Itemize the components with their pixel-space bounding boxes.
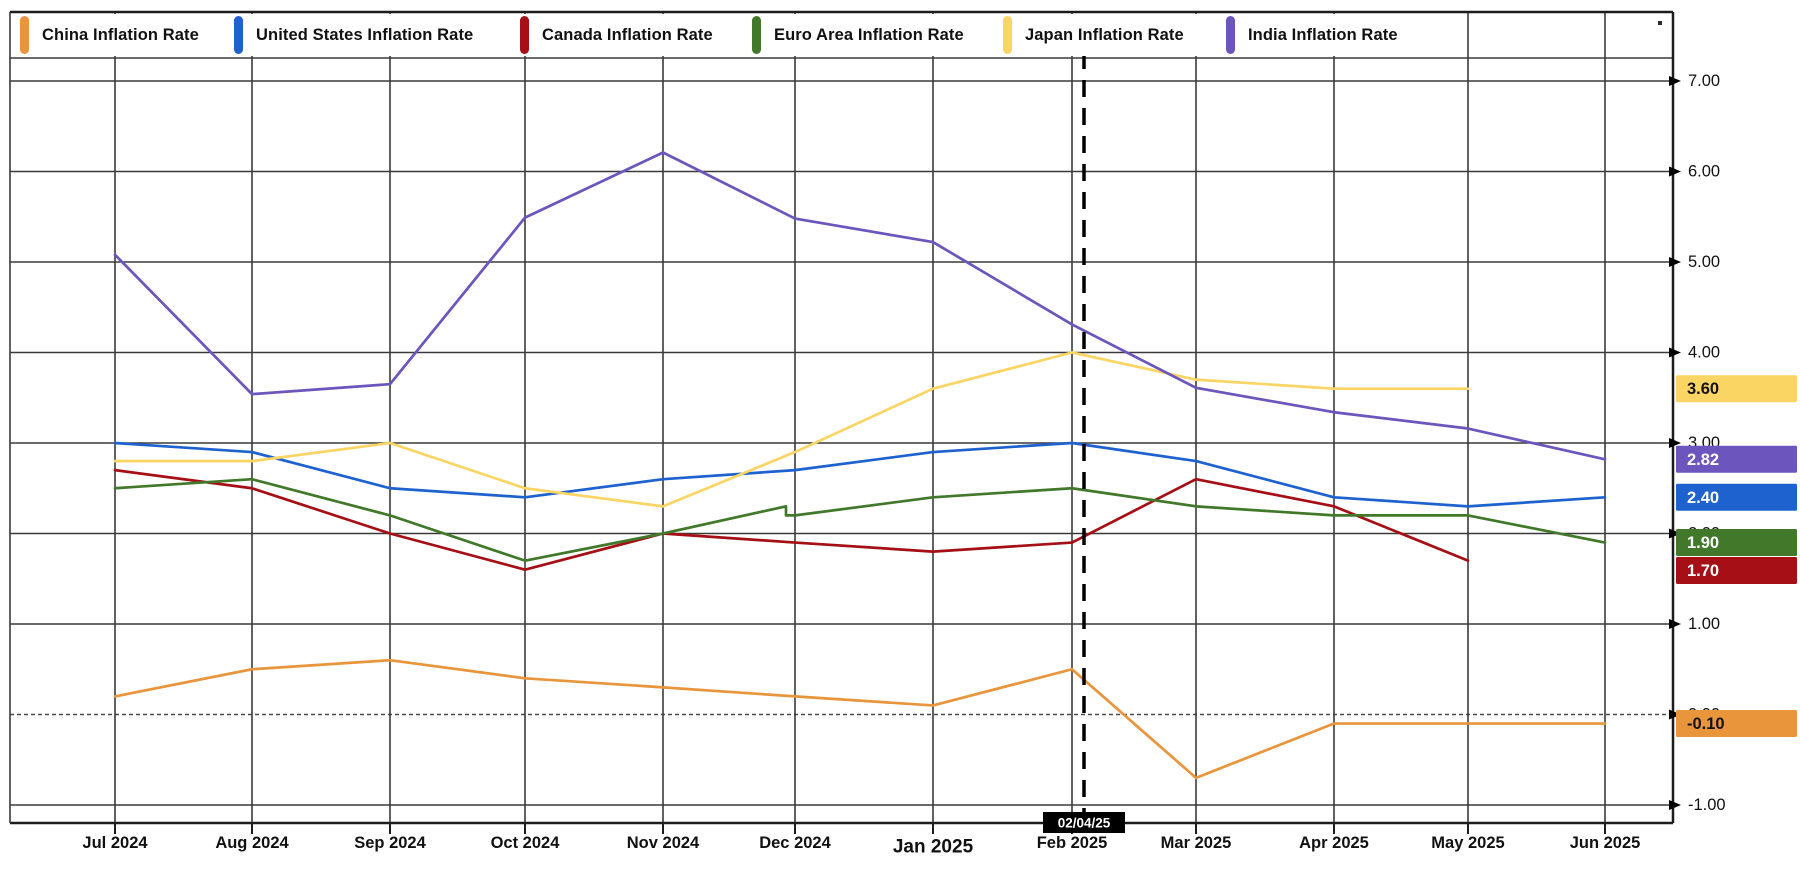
legend-swatch-india — [1226, 16, 1235, 54]
x-tick-label-Nov 2024: Nov 2024 — [627, 834, 700, 852]
last-value-badge-india-inflation-rate — [1676, 445, 1797, 473]
last-value-badge-united-states-inflation-rate — [1676, 483, 1797, 511]
last-value-badge-china-inflation-rate — [1676, 710, 1797, 738]
corner-dot — [1658, 21, 1662, 25]
series-line-united-states-inflation-rate — [113, 441, 1607, 508]
y-tick-label-6.00: 6.00 — [1688, 163, 1720, 181]
y-axis-arrow-icon — [1669, 166, 1681, 177]
last-value-badge-label: 1.90 — [1687, 534, 1719, 552]
x-tick-label-Apr 2025: Apr 2025 — [1299, 834, 1369, 852]
legend-swatch-united-states — [234, 16, 243, 54]
legend-item-united-states-inflation-rate[interactable]: United States Inflation Rate — [234, 14, 488, 56]
x-tick-label-Aug 2024: Aug 2024 — [215, 834, 289, 852]
last-value-badge-euro-area-inflation-rate — [1676, 529, 1797, 557]
legend-label: India Inflation Rate — [1248, 25, 1398, 44]
last-value-badge-japan-inflation-rate — [1676, 375, 1797, 403]
y-axis-arrow-icon — [1669, 257, 1681, 267]
last-value-badge-label: 3.60 — [1687, 380, 1719, 398]
y-axis-arrow-icon — [1669, 76, 1681, 86]
x-tick-label-Jul 2024: Jul 2024 — [82, 834, 148, 852]
y-axis-arrow-icon — [1669, 438, 1681, 448]
legend-swatch-china — [20, 16, 29, 54]
series-line-japan-inflation-rate — [113, 351, 1470, 508]
y-tick-label-5.00: 5.00 — [1688, 253, 1720, 271]
legend-item-india-inflation-rate[interactable]: India Inflation Rate — [1226, 14, 1412, 56]
legend-label: Euro Area Inflation Rate — [774, 25, 964, 44]
x-tick-label-Jan 2025: Jan 2025 — [893, 837, 974, 858]
y-tick-label-7.00: 7.00 — [1688, 72, 1720, 90]
x-tick-label-Feb 2025: Feb 2025 — [1037, 834, 1108, 852]
series-line-canada-inflation-rate — [113, 468, 1470, 572]
y-tick-label-1.00: 1.00 — [1688, 615, 1720, 633]
y-axis-arrow-icon — [1669, 528, 1681, 539]
legend-swatch-japan — [1003, 16, 1012, 54]
y-axis-arrow-icon — [1669, 800, 1681, 810]
series-line-euro-area-inflation-rate — [113, 477, 1607, 563]
legend-item-japan-inflation-rate[interactable]: Japan Inflation Rate — [1003, 14, 1198, 56]
y-tick-label--1.00: -1.00 — [1688, 796, 1726, 814]
last-value-badge-label: 2.40 — [1687, 489, 1719, 507]
last-value-badge-label: 1.70 — [1687, 562, 1719, 580]
last-value-badge-label: -0.10 — [1687, 715, 1725, 733]
series-line-china-inflation-rate — [113, 658, 1607, 780]
legend-label: China Inflation Rate — [42, 25, 199, 44]
x-tick-label-May 2025: May 2025 — [1431, 834, 1504, 852]
y-tick-label-4.00: 4.00 — [1688, 344, 1720, 362]
y-axis-arrow-icon — [1669, 347, 1681, 358]
legend-label: Canada Inflation Rate — [542, 25, 713, 44]
x-tick-label-Dec 2024: Dec 2024 — [759, 834, 831, 852]
x-tick-label-Jun 2025: Jun 2025 — [1570, 834, 1641, 852]
legend-swatch-canada — [520, 16, 529, 54]
legend-item-euro-area-inflation-rate[interactable]: Euro Area Inflation Rate — [752, 14, 978, 56]
x-tick-label-Mar 2025: Mar 2025 — [1161, 834, 1232, 852]
legend-item-china-inflation-rate[interactable]: China Inflation Rate — [20, 14, 213, 56]
last-value-badge-canada-inflation-rate — [1676, 557, 1797, 585]
legend-label: Japan Inflation Rate — [1025, 25, 1184, 44]
date-marker-label: 02/04/25 — [1058, 815, 1111, 830]
legend-label: United States Inflation Rate — [256, 25, 474, 44]
date-marker-badge — [1043, 812, 1125, 833]
series-line-india-inflation-rate — [113, 151, 1607, 461]
last-value-badge-label: 2.82 — [1687, 451, 1719, 469]
x-tick-label-Sep 2024: Sep 2024 — [354, 834, 426, 852]
legend-item-canada-inflation-rate[interactable]: Canada Inflation Rate — [520, 14, 727, 56]
x-tick-label-Oct 2024: Oct 2024 — [491, 834, 561, 852]
y-axis-arrow-icon — [1669, 709, 1681, 720]
y-axis-arrow-icon — [1669, 619, 1681, 629]
legend-swatch-euro-area — [752, 16, 761, 54]
